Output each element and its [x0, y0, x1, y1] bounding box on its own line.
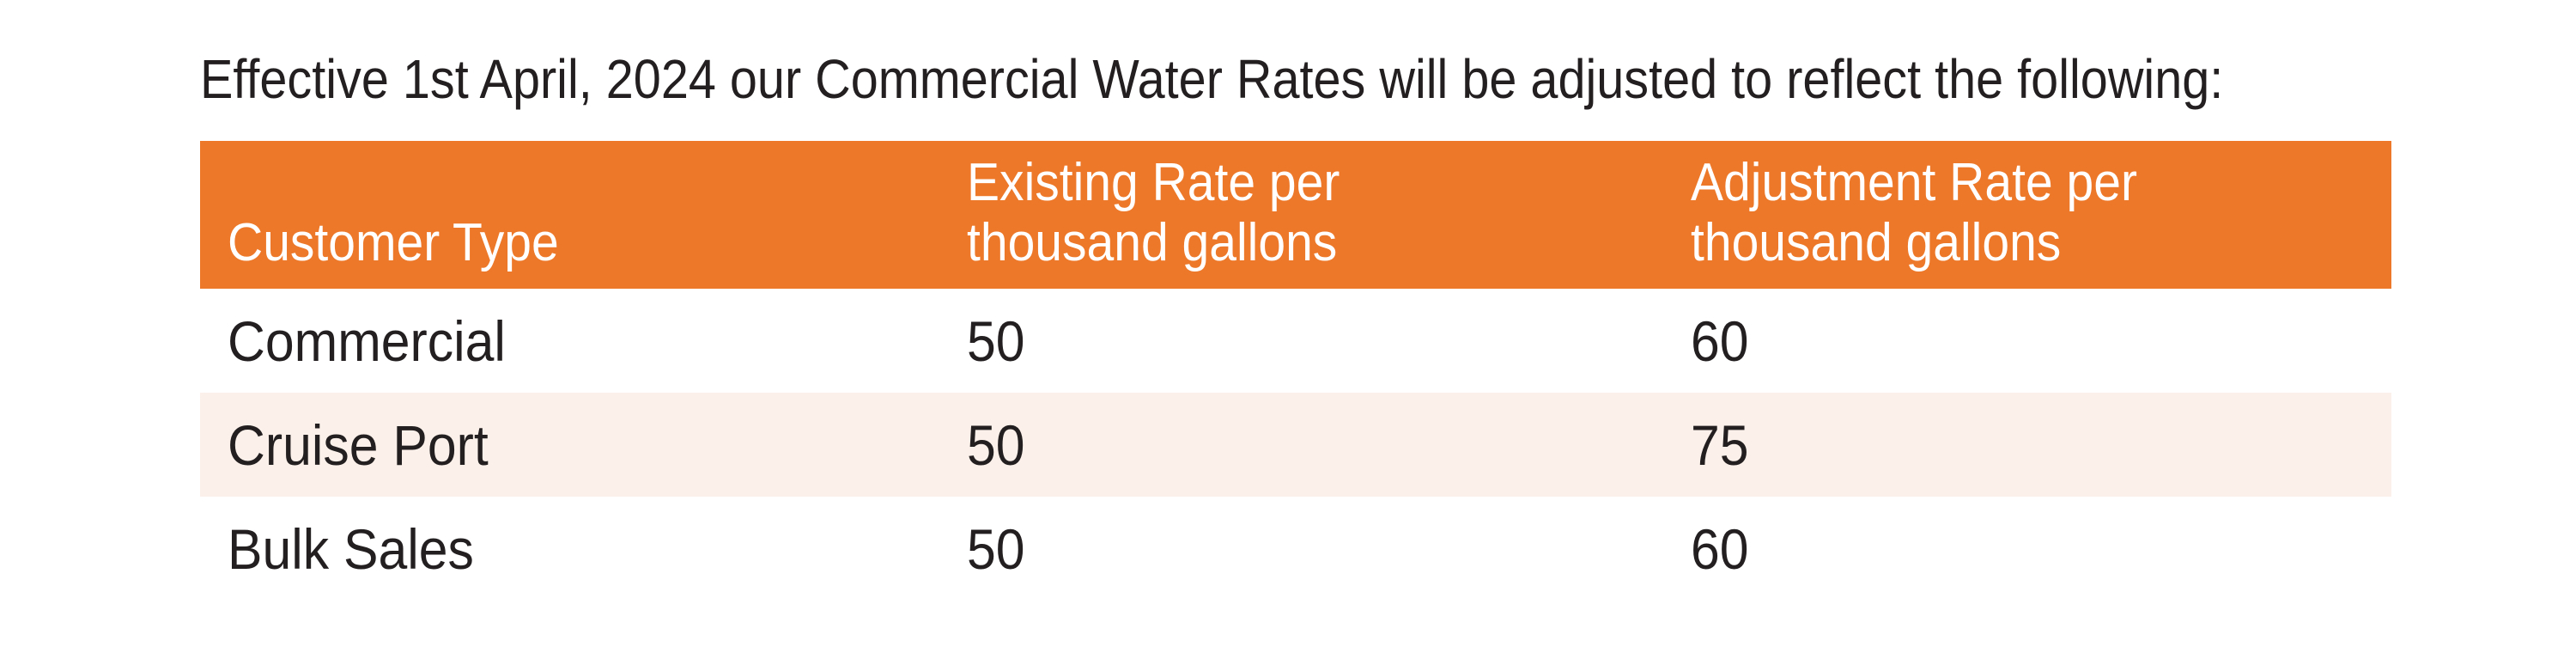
header-existing-rate: Existing Rate per thousand gallons — [967, 153, 1340, 273]
adjustment-rate-cell: 75 — [1691, 412, 1749, 477]
existing-rate-cell: 50 — [967, 516, 1025, 581]
existing-rate-cell: 50 — [967, 412, 1025, 477]
header-label-line2: thousand gallons — [1691, 213, 2062, 272]
water-rates-table: Customer Type Existing Rate per thousand … — [200, 141, 2391, 601]
customer-type-cell: Commercial — [228, 308, 506, 373]
customer-type-cell: Cruise Port — [228, 412, 489, 477]
table-row: Cruise Port 50 75 — [200, 393, 2391, 497]
header-label-line2: thousand gallons — [967, 213, 1338, 272]
customer-type-cell: Bulk Sales — [228, 516, 474, 581]
table-header: Customer Type Existing Rate per thousand … — [200, 141, 2391, 289]
adjustment-rate-cell: 60 — [1691, 308, 1749, 373]
table-row: Bulk Sales 50 60 — [200, 497, 2391, 601]
adjustment-rate-cell: 60 — [1691, 516, 1749, 581]
table-row: Commercial 50 60 — [200, 289, 2391, 393]
header-label: Customer Type — [228, 213, 559, 272]
header-label-line1: Adjustment Rate per — [1691, 153, 2137, 212]
header-adjustment-rate: Adjustment Rate per thousand gallons — [1691, 153, 2137, 273]
header-label-line1: Existing Rate per — [967, 153, 1340, 212]
existing-rate-cell: 50 — [967, 308, 1025, 373]
header-customer-type: Customer Type — [228, 213, 559, 273]
announcement-title: Effective 1st April, 2024 our Commercial… — [200, 48, 2224, 110]
